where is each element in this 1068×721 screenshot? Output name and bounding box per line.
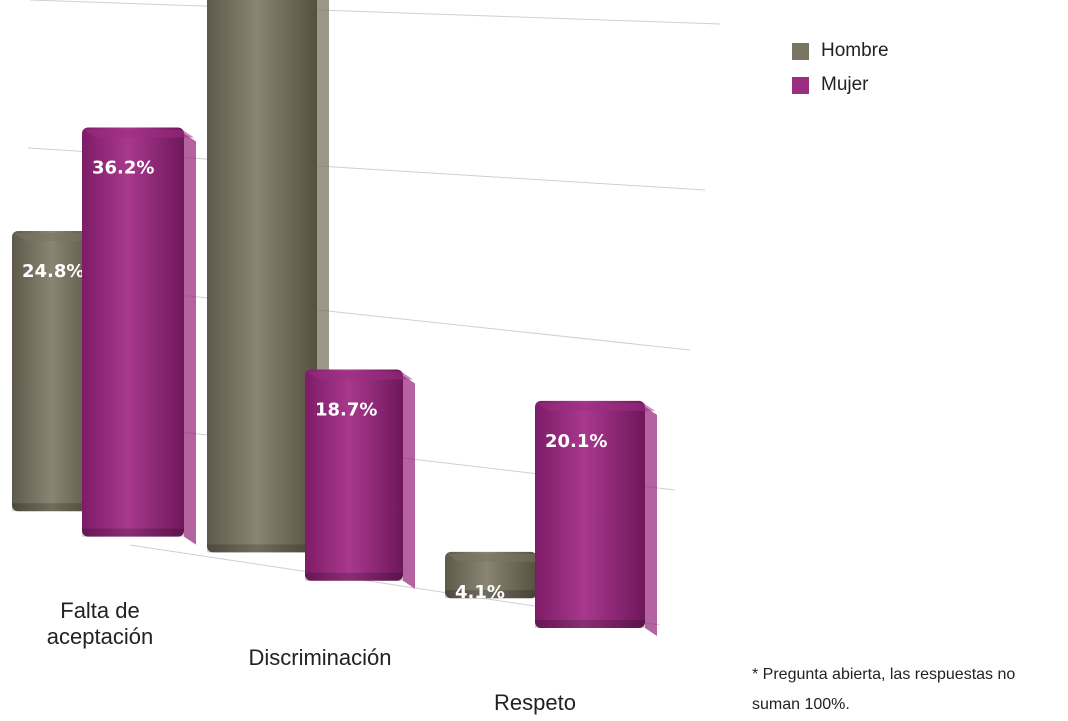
legend: Hombre Mujer [792, 40, 889, 108]
legend-swatch-mujer [792, 76, 809, 94]
value-label-hombre-falta-de-aceptacion: 24.8% [22, 261, 84, 282]
bar-top [537, 402, 655, 411]
bar-mujer-discriminacion [305, 369, 415, 589]
legend-swatch-hombre [792, 42, 809, 60]
category-label-respeto: Respeto [494, 690, 576, 715]
bar-side [184, 133, 196, 545]
footnote: * Pregunta abierta, las respuestas no su… [752, 666, 1016, 713]
bar-bottom-shade [445, 590, 537, 599]
bar-bottom-shade [82, 528, 184, 537]
category-label-falta-de-aceptacion: Falta de aceptación [46, 598, 154, 649]
legend-item-mujer: Mujer [792, 74, 889, 96]
value-label-mujer-respeto: 20.1% [545, 431, 607, 452]
bar-front [207, 0, 317, 553]
value-label-mujer-falta-de-aceptacion: 36.2% [92, 158, 154, 179]
bar-bottom-shade [305, 572, 403, 581]
value-label-mujer-discriminacion: 18.7% [315, 399, 377, 420]
bar-bottom-shade [12, 503, 100, 512]
bar-top [84, 129, 194, 138]
bar-top [307, 371, 413, 380]
bar-front [445, 551, 537, 599]
bar-side [645, 406, 657, 636]
grid-line [29, 0, 721, 25]
bar-mujer-respeto [535, 400, 657, 636]
bar-side [403, 375, 415, 589]
bar-front [305, 369, 403, 581]
bar-top [447, 553, 547, 562]
bar-mujer-falta-de-aceptacion [82, 127, 196, 545]
bar-front [535, 400, 645, 628]
bar-front [82, 127, 184, 537]
legend-label-hombre: Hombre [821, 40, 889, 61]
legend-label-mujer: Mujer [821, 74, 869, 95]
bar-bottom-shade [535, 620, 645, 628]
category-label-discriminacion: Discriminación [248, 645, 392, 670]
bar-front [12, 230, 100, 512]
legend-item-hombre: Hombre [792, 40, 889, 62]
bar-bottom-shade [207, 544, 317, 553]
value-label-hombre-respeto: 4.1% [455, 582, 505, 603]
